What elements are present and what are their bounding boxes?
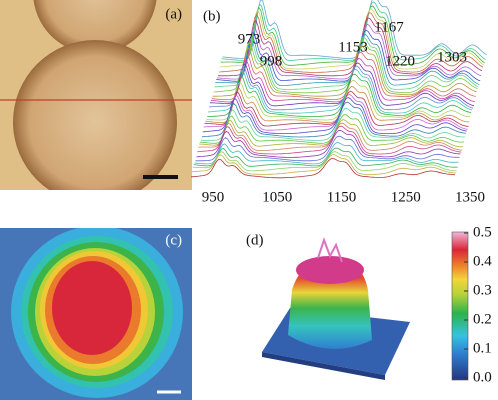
peak-label: 1167 — [374, 19, 404, 35]
figure: (a) (b) (c) (d) 973 998 1153 1167 1220 1303 95… — [0, 0, 498, 400]
x-tick-label: 950 — [202, 189, 225, 205]
panel-label: (b) — [203, 8, 221, 24]
x-tick-label: 1150 — [327, 189, 356, 205]
peak-label: 1153 — [338, 39, 367, 55]
x-tick-label: 1350 — [455, 189, 485, 205]
peak-label: 1220 — [385, 53, 415, 69]
surface-plot — [262, 240, 410, 380]
spectrum-line — [211, 58, 475, 102]
panel-label: (d) — [246, 232, 264, 248]
micrograph — [0, 0, 192, 204]
colorbar-tick-label: 0.2 — [473, 311, 492, 327]
x-tick-label: 1050 — [262, 189, 292, 205]
colorbar-tick-label: 0.0 — [473, 369, 492, 385]
colorbar-tick-label: 0.1 — [473, 340, 492, 356]
colorbar — [452, 232, 468, 380]
heatmap — [0, 226, 192, 400]
spectra — [191, 0, 487, 178]
peak-label: 998 — [260, 53, 283, 69]
panel-label: (a) — [165, 6, 182, 22]
peak-label: 1303 — [437, 49, 467, 65]
peak-label: 973 — [238, 31, 261, 47]
colorbar-tick-label: 0.4 — [473, 253, 492, 269]
panel-label: (c) — [165, 232, 182, 248]
x-tick-label: 1250 — [391, 189, 421, 205]
colorbar-tick-label: 0.5 — [473, 224, 492, 240]
colorbar-tick-label: 0.3 — [473, 282, 492, 298]
